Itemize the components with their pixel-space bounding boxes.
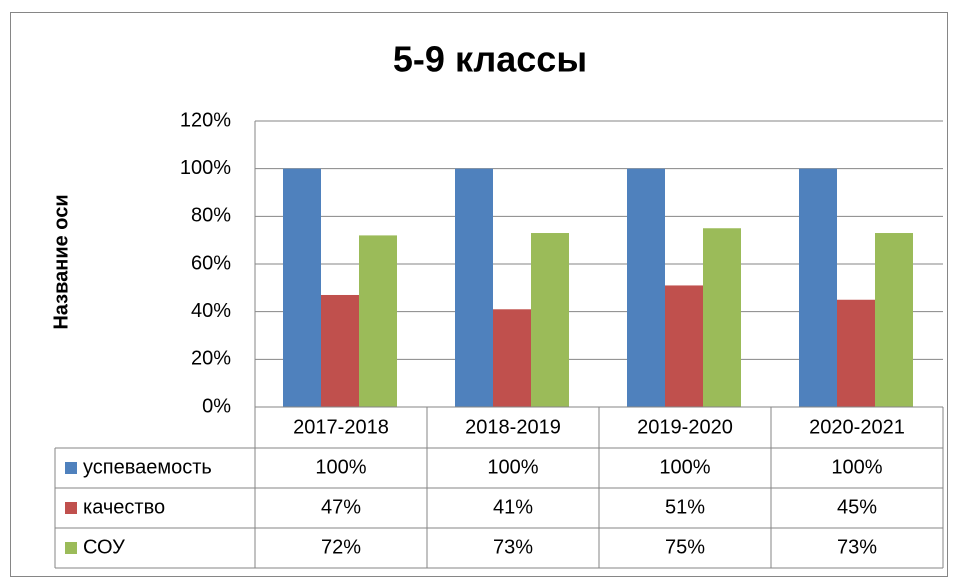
x-tick-label: 2019-2020 — [637, 416, 733, 438]
legend-key — [65, 502, 77, 514]
bar — [627, 168, 665, 407]
legend-key — [65, 462, 77, 474]
bar — [283, 168, 321, 407]
x-tick-label: 2017-2018 — [293, 416, 389, 438]
bar — [359, 235, 397, 407]
table-value: 73% — [837, 536, 877, 558]
table-value: 73% — [493, 536, 533, 558]
bar — [665, 285, 703, 407]
table-value: 41% — [493, 496, 533, 518]
legend-label: успеваемость — [83, 456, 212, 478]
y-axis-title: Название оси — [50, 194, 72, 329]
x-tick-label: 2020-2021 — [809, 416, 905, 438]
table-value: 100% — [487, 456, 538, 478]
bar — [493, 309, 531, 407]
chart-title: 5-9 классы — [393, 39, 587, 80]
y-tick-label: 120% — [180, 109, 231, 131]
legend-label: СОУ — [83, 536, 125, 558]
table-value: 100% — [831, 456, 882, 478]
bar — [703, 228, 741, 407]
table-value: 100% — [315, 456, 366, 478]
y-tick-label: 80% — [191, 205, 231, 227]
bar — [837, 299, 875, 407]
y-tick-label: 60% — [191, 252, 231, 274]
bar — [531, 233, 569, 407]
table-value: 45% — [837, 496, 877, 518]
table-value: 100% — [659, 456, 710, 478]
bar — [321, 294, 359, 407]
table-value: 75% — [665, 536, 705, 558]
x-tick-label: 2018-2019 — [465, 416, 561, 438]
y-tick-label: 100% — [180, 157, 231, 179]
legend-label: качество — [83, 496, 165, 518]
y-tick-label: 0% — [202, 395, 231, 417]
bar — [875, 233, 913, 407]
y-tick-label: 40% — [191, 300, 231, 322]
bar — [455, 168, 493, 407]
legend-key — [65, 542, 77, 554]
table-value: 72% — [321, 536, 361, 558]
table-value: 47% — [321, 496, 361, 518]
bar — [799, 168, 837, 407]
y-tick-label: 20% — [191, 348, 231, 370]
table-value: 51% — [665, 496, 705, 518]
